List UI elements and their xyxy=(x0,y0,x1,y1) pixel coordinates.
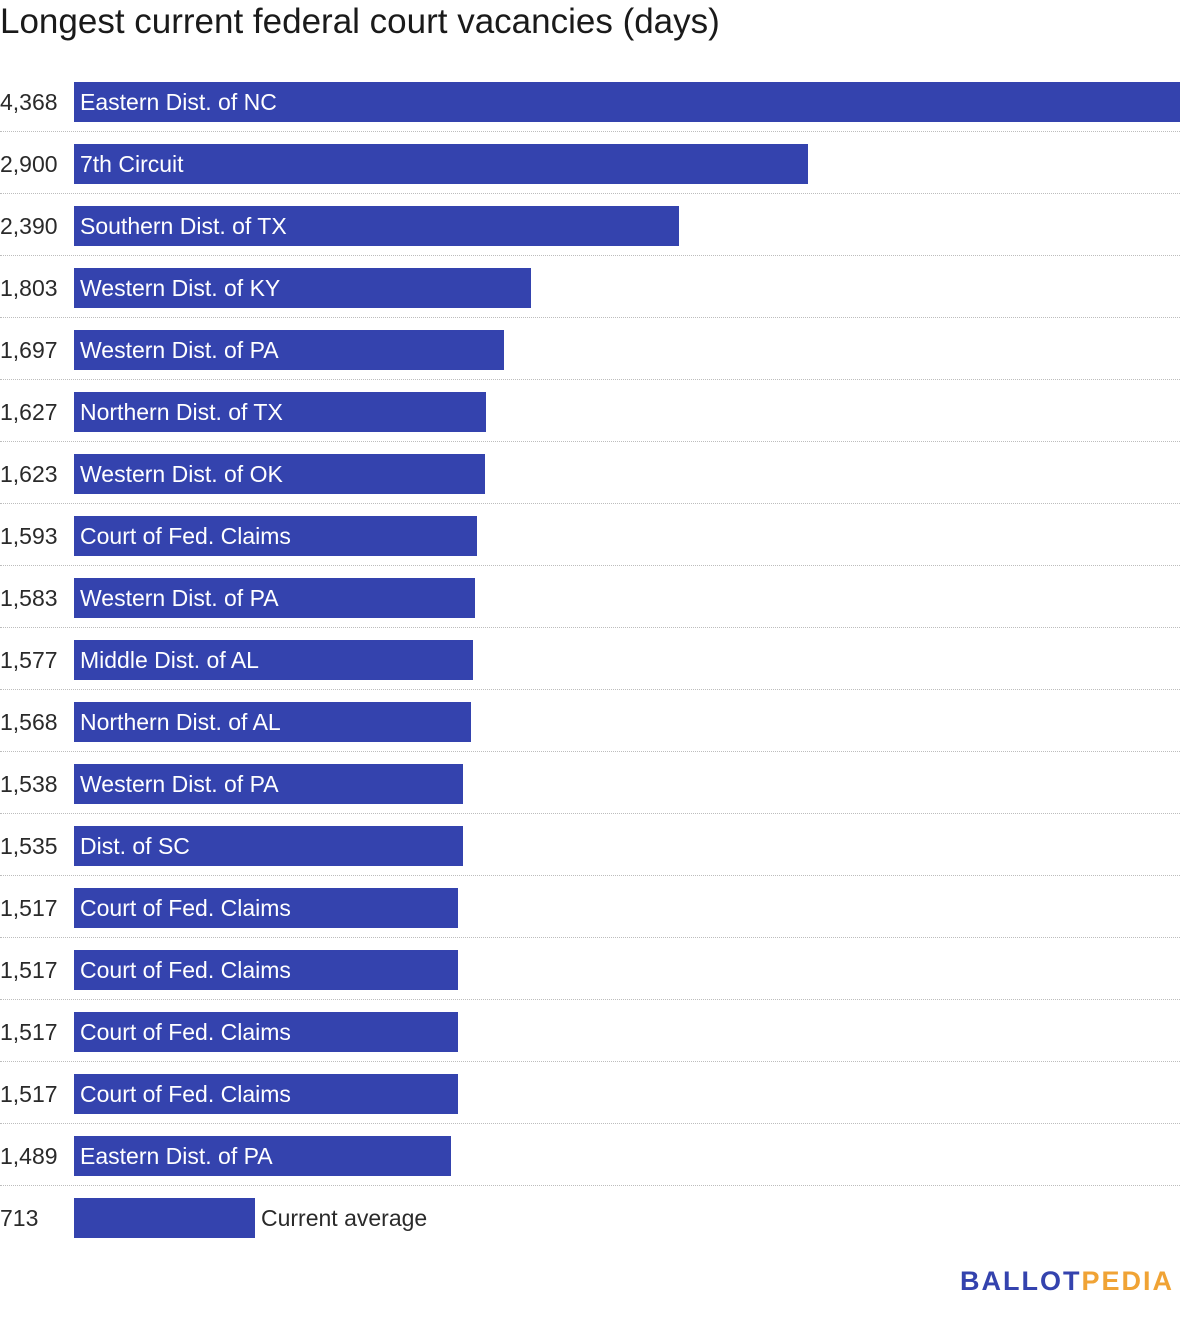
bar-value-label: 1,583 xyxy=(0,585,58,611)
bar-row: 1,517 Court of Fed. Claims xyxy=(0,938,1180,1000)
bar-value-label: 1,517 xyxy=(0,1081,58,1107)
bar-row: 4,368 Eastern Dist. of NC xyxy=(0,70,1180,132)
bar xyxy=(74,144,808,184)
bar xyxy=(74,826,463,866)
bar-row: 1,577 Middle Dist. of AL xyxy=(0,628,1180,690)
bar-row: 1,803 Western Dist. of KY xyxy=(0,256,1180,318)
bar-value-label: 4,368 xyxy=(0,89,58,115)
bar-row: 2,900 7th Circuit xyxy=(0,132,1180,194)
row-divider xyxy=(0,565,1180,566)
bar-value-label: 1,535 xyxy=(0,833,58,859)
bar-category-label: Northern Dist. of TX xyxy=(80,399,283,425)
bar-category-label: Court of Fed. Claims xyxy=(80,957,291,983)
bar-value-label: 1,489 xyxy=(0,1143,58,1169)
row-divider xyxy=(0,503,1180,504)
bar-row: 1,535 Dist. of SC xyxy=(0,814,1180,876)
bar-value-label: 1,627 xyxy=(0,399,58,425)
bar-category-label: Current average xyxy=(261,1205,428,1231)
row-divider xyxy=(0,131,1180,132)
bar-value-label: 1,623 xyxy=(0,461,58,487)
bar-row: 1,697 Western Dist. of PA xyxy=(0,318,1180,380)
bar-value-label: 1,538 xyxy=(0,771,58,797)
bar xyxy=(74,516,477,556)
row-divider xyxy=(0,255,1180,256)
bar-category-label: Western Dist. of PA xyxy=(80,771,279,797)
row-divider xyxy=(0,689,1180,690)
row-divider xyxy=(0,999,1180,1000)
bar-category-label: Court of Fed. Claims xyxy=(80,523,291,549)
bar-row: 2,390 Southern Dist. of TX xyxy=(0,194,1180,256)
bar-row: 1,489 Eastern Dist. of PA xyxy=(0,1124,1180,1186)
bar-row: 1,517 Court of Fed. Claims xyxy=(0,876,1180,938)
bar-value-label: 1,517 xyxy=(0,957,58,983)
bar-category-label: Western Dist. of KY xyxy=(80,275,281,301)
row-divider xyxy=(0,441,1180,442)
bar-category-label: Eastern Dist. of PA xyxy=(80,1143,273,1169)
logo-text-pedia: PEDIA xyxy=(1081,1266,1174,1296)
bar-row: 1,568 Northern Dist. of AL xyxy=(0,690,1180,752)
bar xyxy=(74,702,471,742)
bar-value-label: 713 xyxy=(0,1205,39,1231)
bar-value-label: 2,390 xyxy=(0,213,58,239)
bar xyxy=(74,888,458,928)
bar-value-label: 1,517 xyxy=(0,895,58,921)
bar-row: 1,538 Western Dist. of PA xyxy=(0,752,1180,814)
bar-row: 1,517 Court of Fed. Claims xyxy=(0,1000,1180,1062)
row-divider xyxy=(0,751,1180,752)
bar xyxy=(74,268,531,308)
bar-value-label: 2,900 xyxy=(0,151,58,177)
row-divider xyxy=(0,875,1180,876)
row-divider xyxy=(0,193,1180,194)
bar xyxy=(74,764,463,804)
bar xyxy=(74,392,486,432)
chart-title: Longest current federal court vacancies … xyxy=(0,2,720,41)
bar-value-label: 1,517 xyxy=(0,1019,58,1045)
bar-value-label: 1,577 xyxy=(0,647,58,673)
bar-value-label: 1,593 xyxy=(0,523,58,549)
bar-value-label: 1,697 xyxy=(0,337,58,363)
bar xyxy=(74,1198,255,1238)
row-divider xyxy=(0,1061,1180,1062)
bar-category-label: Court of Fed. Claims xyxy=(80,895,291,921)
bar-category-label: 7th Circuit xyxy=(80,151,184,177)
bar-category-label: Eastern Dist. of NC xyxy=(80,89,277,115)
bar xyxy=(74,82,1180,122)
row-divider xyxy=(0,1123,1180,1124)
bar-category-label: Dist. of SC xyxy=(80,833,190,859)
row-divider xyxy=(0,937,1180,938)
row-divider xyxy=(0,627,1180,628)
bar-row: 713 Current average xyxy=(0,1186,1180,1248)
bar-row: 1,583 Western Dist. of PA xyxy=(0,566,1180,628)
bar-row: 1,623 Western Dist. of OK xyxy=(0,442,1180,504)
bar xyxy=(74,330,504,370)
bar-category-label: Court of Fed. Claims xyxy=(80,1019,291,1045)
bar-category-label: Western Dist. of PA xyxy=(80,585,279,611)
bar-row: 1,517 Court of Fed. Claims xyxy=(0,1062,1180,1124)
bar xyxy=(74,1012,458,1052)
logo-text-ballot: BALLOT xyxy=(959,1266,1082,1296)
bar-row: 1,593 Court of Fed. Claims xyxy=(0,504,1180,566)
bar xyxy=(74,1136,451,1176)
bar-category-label: Court of Fed. Claims xyxy=(80,1081,291,1107)
ballotpedia-logo: BALLOTPEDIA xyxy=(960,1266,1174,1297)
row-divider xyxy=(0,379,1180,380)
bar-category-label: Southern Dist. of TX xyxy=(80,213,287,239)
bar-category-label: Western Dist. of PA xyxy=(80,337,279,363)
bar-category-label: Middle Dist. of AL xyxy=(80,647,259,673)
row-divider xyxy=(0,317,1180,318)
row-divider xyxy=(0,1185,1180,1186)
bar-chart: 4,368 Eastern Dist. of NC 2,900 7th Circuit… xyxy=(0,70,1180,1248)
bar xyxy=(74,454,485,494)
bar-category-label: Northern Dist. of AL xyxy=(80,709,281,735)
bar xyxy=(74,1074,458,1114)
bar-value-label: 1,803 xyxy=(0,275,58,301)
bar-value-label: 1,568 xyxy=(0,709,58,735)
bar-category-label: Western Dist. of OK xyxy=(80,461,283,487)
bar xyxy=(74,206,679,246)
bar xyxy=(74,578,475,618)
bar xyxy=(74,640,473,680)
bar-row: 1,627 Northern Dist. of TX xyxy=(0,380,1180,442)
row-divider xyxy=(0,813,1180,814)
bar xyxy=(74,950,458,990)
